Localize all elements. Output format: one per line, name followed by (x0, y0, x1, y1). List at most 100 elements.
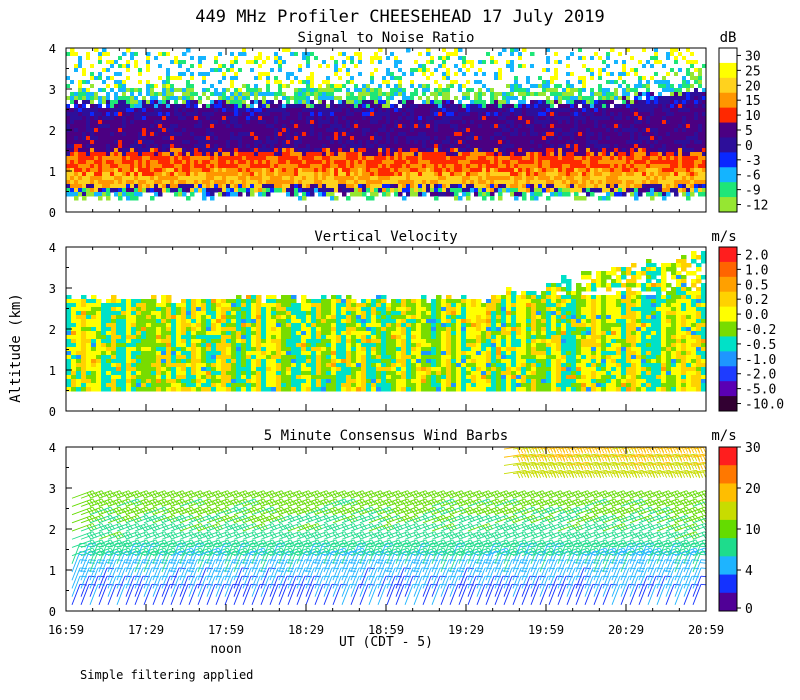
snr-cell (374, 176, 379, 181)
snr-cell (582, 196, 587, 201)
snr-cell (90, 172, 95, 177)
snr-cell (374, 124, 379, 129)
snr-cell (454, 112, 459, 117)
snr-cell (234, 88, 239, 93)
snr-cell (542, 104, 547, 109)
snr-cell (218, 48, 223, 53)
snr-cell (526, 168, 531, 173)
snr-cell (118, 160, 123, 165)
snr-cell (410, 140, 415, 145)
snr-cell (194, 184, 199, 189)
snr-cell (554, 104, 559, 109)
snr-cell (146, 100, 151, 105)
snr-cell (514, 92, 519, 97)
snr-cell (130, 56, 135, 61)
snr-cell (330, 92, 335, 97)
snr-cell (314, 52, 319, 57)
snr-cell (386, 84, 391, 89)
snr-cell (538, 128, 543, 133)
snr-cell (410, 124, 415, 129)
snr-cell (82, 120, 87, 125)
snr-cell (458, 48, 463, 53)
snr-cell (282, 56, 287, 61)
snr-cell (330, 180, 335, 185)
snr-cell (102, 48, 107, 53)
snr-cell (486, 56, 491, 61)
snr-cell (258, 108, 263, 113)
snr-cell (278, 84, 283, 89)
snr-cell (234, 92, 239, 97)
snr-cell (450, 104, 455, 109)
snr-cell (126, 176, 131, 181)
snr-cell (498, 192, 503, 197)
snr-cell (462, 168, 467, 173)
snr-cell (270, 60, 275, 65)
snr-cell (314, 128, 319, 133)
snr-cell (158, 148, 163, 153)
snr-cell (66, 188, 71, 193)
snr-cell (338, 136, 343, 141)
snr-cell (114, 76, 119, 81)
snr-cell (138, 80, 143, 85)
snr-cell (222, 104, 227, 109)
snr-cell (434, 48, 439, 53)
snr-cell (226, 108, 231, 113)
snr-cell (394, 52, 399, 57)
snr-cell (138, 188, 143, 193)
snr-cell (302, 120, 307, 125)
snr-cell (570, 104, 575, 109)
snr-cell (462, 68, 467, 73)
snr-cell (78, 52, 83, 57)
snr-cell (82, 116, 87, 121)
snr-cell (358, 176, 363, 181)
snr-cell (466, 72, 471, 77)
snr-cell (414, 96, 419, 101)
snr-cell (138, 156, 143, 161)
snr-cell (290, 156, 295, 161)
snr-cell (290, 188, 295, 193)
snr-cell (134, 168, 139, 173)
snr-cell (206, 96, 211, 101)
snr-cell (466, 64, 471, 69)
snr-cell (78, 84, 83, 89)
snr-cell (526, 52, 531, 57)
snr-cell (178, 104, 183, 109)
snr-cell (442, 52, 447, 57)
snr-cell (398, 152, 403, 157)
snr-cell (494, 120, 499, 125)
snr-cell (222, 168, 227, 173)
snr-cell (534, 160, 539, 165)
snr-cell (314, 180, 319, 185)
snr-cell (454, 48, 459, 53)
snr-cell (398, 68, 403, 73)
snr-cell (390, 68, 395, 73)
snr-cell (486, 100, 491, 105)
snr-cell (578, 164, 583, 169)
snr-cell (470, 148, 475, 153)
snr-cell (514, 52, 519, 57)
snr-cell (266, 80, 271, 85)
snr-cell (378, 180, 383, 185)
snr-cell (538, 116, 543, 121)
snr-cell (154, 120, 159, 125)
snr-cell (350, 64, 355, 69)
snr-cell (294, 108, 299, 113)
snr-cell (318, 168, 323, 173)
snr-cell (422, 84, 427, 89)
snr-cell (210, 140, 215, 145)
snr-cell (350, 72, 355, 77)
snr-cell (66, 192, 71, 197)
snr-cell (166, 148, 171, 153)
snr-cell (310, 68, 315, 73)
snr-cell (306, 80, 311, 85)
snr-cell (138, 164, 143, 169)
snr-cell (250, 136, 255, 141)
snr-cell (146, 152, 151, 157)
snr-cell (378, 140, 383, 145)
snr-cell (226, 88, 231, 93)
snr-cell (494, 60, 499, 65)
snr-cell (610, 132, 615, 137)
snr-cell (150, 172, 155, 177)
snr-cell (510, 80, 515, 85)
snr-cell (470, 84, 475, 89)
